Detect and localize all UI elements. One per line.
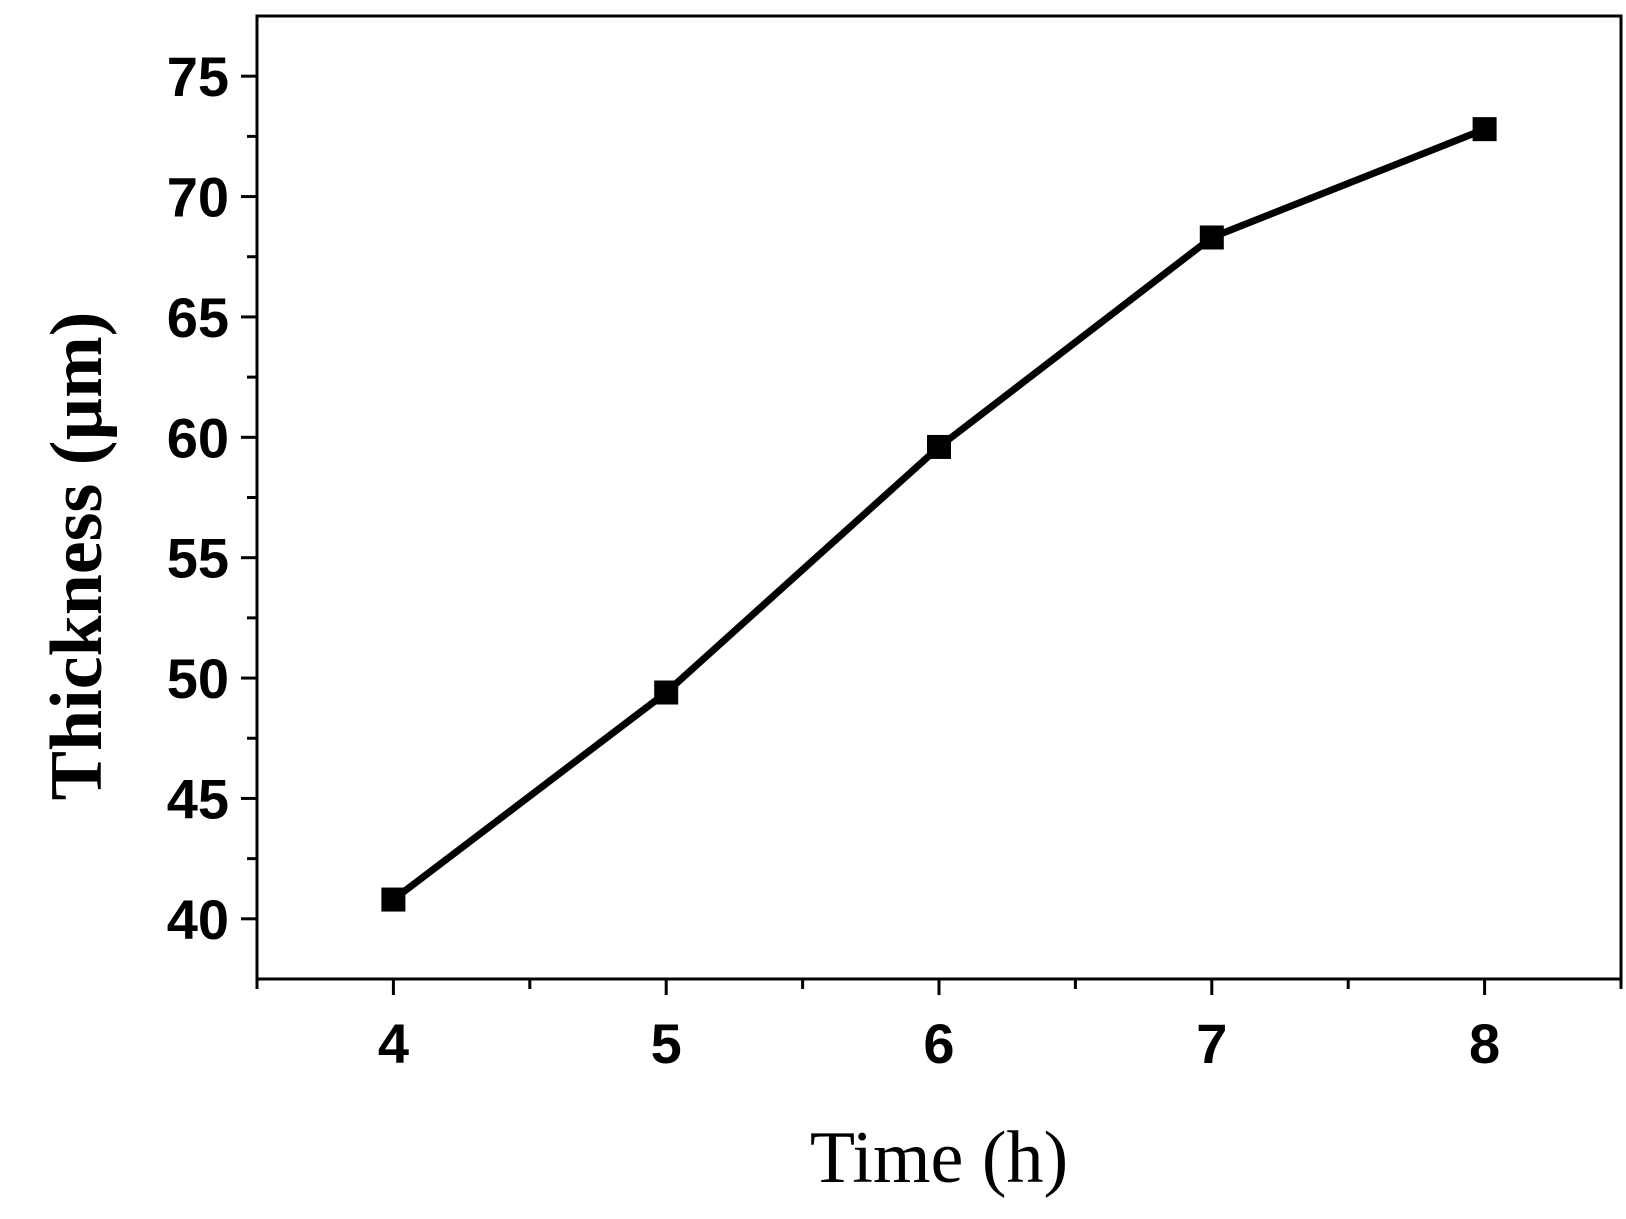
y-tick-label: 60 [167, 406, 229, 469]
data-point-marker [381, 887, 406, 912]
data-point-marker [654, 680, 679, 705]
x-tick-label: 7 [1196, 1012, 1227, 1075]
data-series [381, 117, 1497, 912]
data-point-marker [1199, 225, 1224, 250]
x-axis-title: Time (h) [810, 1117, 1068, 1199]
series-line [391, 125, 1486, 903]
x-tick-label: 8 [1469, 1012, 1500, 1075]
x-tick-label: 5 [651, 1012, 682, 1075]
plot-frame [255, 14, 1623, 981]
axis-ticks [241, 74, 1623, 995]
data-point-marker [927, 434, 951, 459]
y-tick-label: 50 [167, 647, 229, 710]
x-tick-label: 4 [378, 1012, 409, 1075]
y-tick-label: 55 [167, 527, 229, 590]
data-point-marker [1472, 117, 1497, 142]
y-tick-label: 75 [167, 45, 229, 108]
x-tick-label: 6 [923, 1012, 954, 1075]
y-tick-label: 45 [167, 767, 229, 830]
y-axis-title: Thickness (µm) [36, 312, 118, 801]
y-tick-label: 70 [167, 166, 229, 229]
y-tick-label: 65 [167, 286, 229, 349]
y-tick-label: 40 [167, 888, 229, 951]
